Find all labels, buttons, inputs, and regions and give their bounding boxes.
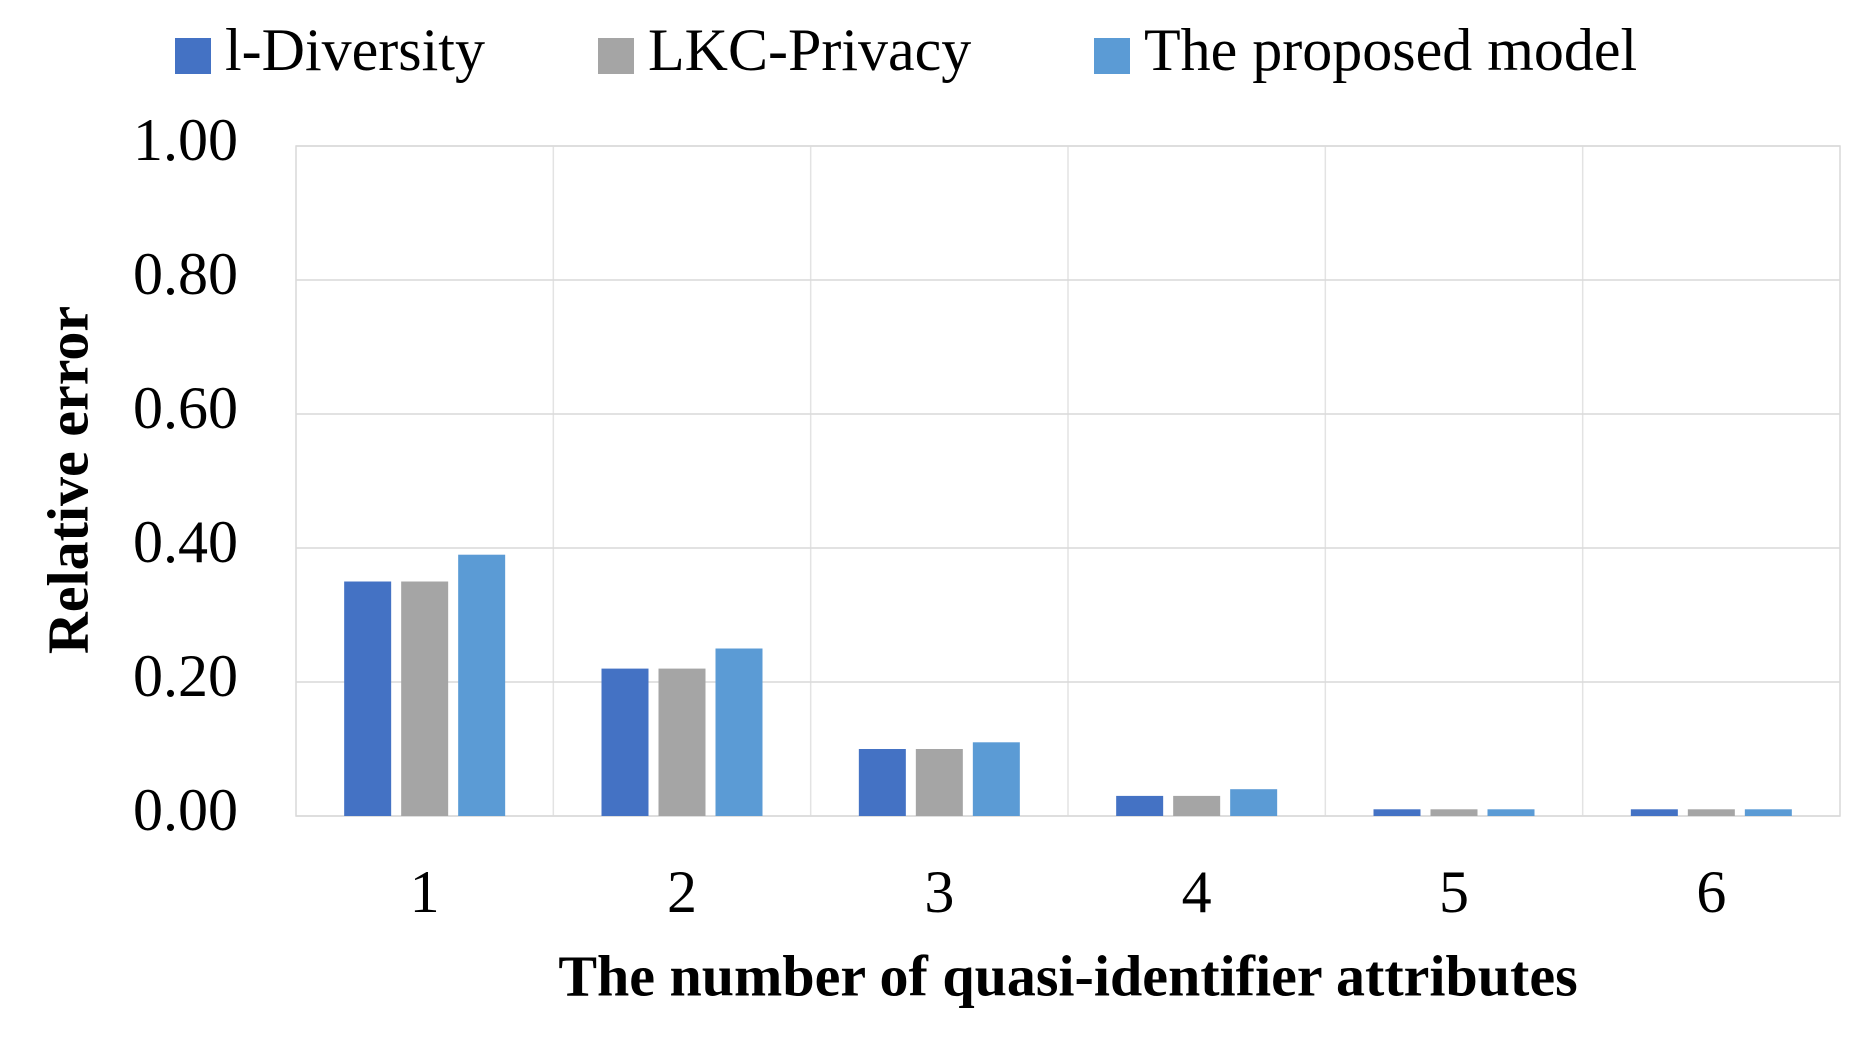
y-tick-label: 0.60: [133, 375, 238, 441]
bar: [458, 554, 506, 816]
bar: [1630, 809, 1678, 816]
legend-label: The proposed model: [1144, 17, 1637, 83]
bar: [1430, 809, 1478, 816]
x-axis-label: The number of quasi-identifier attribute…: [558, 943, 1577, 1008]
bar: [915, 749, 963, 816]
bar: [344, 581, 392, 816]
y-tick-label: 0.80: [133, 241, 238, 307]
bar: [1173, 795, 1221, 816]
bar: [972, 742, 1020, 816]
bar: [858, 749, 906, 816]
bar: [1744, 809, 1792, 816]
x-tick-label: 5: [1439, 859, 1469, 925]
bar: [1373, 809, 1421, 816]
y-tick-label: 0.00: [133, 777, 238, 843]
bar: [401, 581, 449, 816]
x-tick-label: 4: [1182, 859, 1212, 925]
bar: [658, 668, 706, 816]
bar: [1116, 795, 1164, 816]
legend-label: l-Diversity: [225, 17, 485, 83]
x-tick-label: 3: [924, 859, 954, 925]
x-tick-label: 2: [667, 859, 697, 925]
bar: [1487, 809, 1535, 816]
legend-label: LKC-Privacy: [648, 17, 971, 83]
x-tick-label: 6: [1696, 859, 1726, 925]
legend-swatch: [1094, 38, 1130, 74]
bar: [715, 648, 763, 816]
legend-swatch: [598, 38, 634, 74]
y-tick-label: 0.40: [133, 509, 238, 575]
bar: [1230, 789, 1278, 816]
y-tick-label: 0.20: [133, 643, 238, 709]
x-tick-label: 1: [410, 859, 440, 925]
legend-swatch: [175, 38, 211, 74]
bar: [1687, 809, 1735, 816]
y-tick-label: 1.00: [133, 107, 238, 173]
y-axis-label: Relative error: [35, 306, 100, 654]
bar: [601, 668, 649, 816]
